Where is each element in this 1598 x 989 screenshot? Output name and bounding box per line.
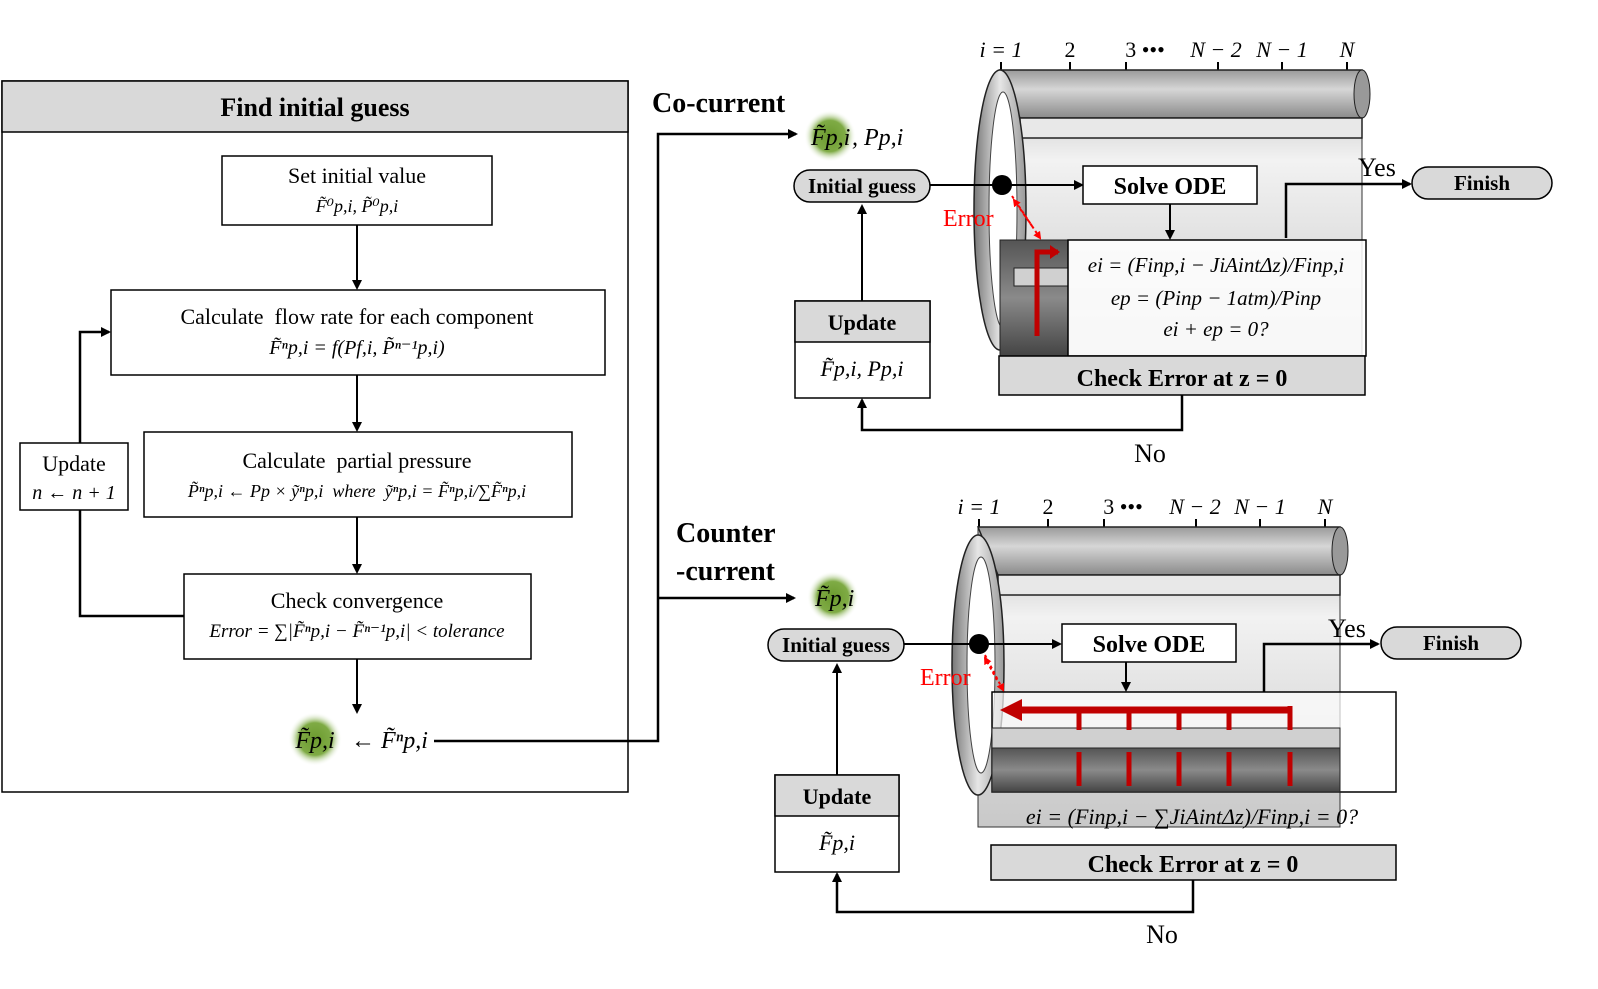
co-eq3: ei + ep = 0? <box>1163 317 1269 341</box>
counter-initial-guess-node: Initial guess <box>767 628 905 662</box>
counter-axis-label: 3 ••• <box>1103 494 1143 519</box>
find-initial-guess-panel: Find initial guess Set initial value F̃⁰… <box>1 80 629 793</box>
counter-label-2: -current <box>676 556 776 587</box>
co-current-section: Co-current i = 1 2 3 ••• N − 2 N − 1 N <box>652 37 1553 468</box>
counter-update-vars: F̃p,i <box>818 830 855 855</box>
co-current-label: Co-current <box>652 88 786 119</box>
counter-solve-ode-box: Solve ODE <box>1061 623 1237 663</box>
set-initial-value-box: Set initial value F̃⁰p,i, P̃⁰p,i <box>221 155 493 226</box>
co-axis-label: i = 1 <box>980 37 1023 62</box>
counter-axis: i = 1 2 3 ••• N − 2 N − 1 N <box>958 494 1334 533</box>
counter-check-label: Check Error at z = 0 <box>1088 852 1299 878</box>
co-yes-label: Yes <box>1358 153 1396 182</box>
counter-axis-label: N <box>1317 494 1334 519</box>
co-axis-label: 2 <box>1065 37 1076 62</box>
check-convergence-box: Check convergence Error = ∑|F̃ⁿp,i − F̃ⁿ… <box>183 573 532 660</box>
update-n-box: Update n ← n + 1 <box>19 442 129 511</box>
co-no-label: No <box>1134 439 1166 468</box>
co-initial-guess-node: Initial guess <box>793 169 931 203</box>
co-membrane-pipe <box>973 69 1371 371</box>
calc-flow-box: Calculate flow rate for each component F… <box>110 289 606 376</box>
counter-axis-label: N − 2 <box>1168 494 1221 519</box>
co-error-label: Error <box>943 206 994 232</box>
counter-guess-highlight <box>807 571 859 623</box>
result-highlight <box>288 712 342 766</box>
co-finish-label: Finish <box>1454 171 1510 195</box>
co-axis-label: N <box>1339 37 1356 62</box>
co-update-vars: F̃p,i, Pp,i <box>819 356 903 381</box>
counter-check-error-box: Check Error at z = 0 <box>990 844 1397 881</box>
result-lhs: F̃p,i <box>294 727 334 754</box>
counter-axis-label: 2 <box>1043 494 1054 519</box>
counter-axis-label: N − 1 <box>1233 494 1286 519</box>
counter-finish-label: Finish <box>1423 631 1479 655</box>
co-guess-symbol: F̃p,i <box>810 124 850 151</box>
set-initial-title: Set initial value <box>288 163 426 188</box>
co-initial-guess-label: Initial guess <box>808 174 916 198</box>
calc-flow-formula: F̃ⁿp,i = f(Pf,i, P̃ⁿ⁻¹p,i) <box>268 336 445 359</box>
update-n-title: Update <box>42 451 106 476</box>
counter-membrane-pipe <box>951 526 1397 828</box>
counter-initial-guess-label: Initial guess <box>782 633 890 657</box>
co-check-label: Check Error at z = 0 <box>1077 366 1288 392</box>
co-eq2: ep = (Pinp − 1atm)/Pinp <box>1111 286 1321 310</box>
co-guess-extra: , Pp,i <box>852 125 903 151</box>
counter-solve-label: Solve ODE <box>1093 632 1206 658</box>
co-finish-node: Finish <box>1411 166 1553 200</box>
panel-title: Find initial guess <box>220 93 409 122</box>
counter-axis-label: i = 1 <box>958 494 1001 519</box>
counter-current-section: Counter -current i = 1 2 3 ••• N − 2 N −… <box>676 494 1522 949</box>
co-eq1: ei = (Finp,i − JiAintΔz)/Finp,i <box>1088 253 1345 277</box>
update-n-formula: n ← n + 1 <box>32 482 116 504</box>
check-conv-formula: Error = ∑|F̃ⁿp,i − F̃ⁿ⁻¹p,i| < tolerance <box>208 621 504 642</box>
counter-yes-label: Yes <box>1328 614 1366 643</box>
counter-eq1: ei = (Finp,i − ∑JiAintΔz)/Finp,i = 0? <box>1026 804 1358 829</box>
counter-label-1: Counter <box>676 518 776 549</box>
co-solve-label: Solve ODE <box>1114 174 1227 200</box>
co-update-title: Update <box>828 310 897 335</box>
co-solve-ode-box: Solve ODE <box>1082 165 1258 205</box>
co-axis-label: 3 ••• <box>1125 37 1165 62</box>
calc-pressure-formula: P̃ⁿp,i ← Pp × ỹⁿp,i where ỹⁿp,i = F̃ⁿp,i… <box>187 481 526 501</box>
counter-error-label: Error <box>920 665 971 691</box>
set-initial-formula: F̃⁰p,i, P̃⁰p,i <box>315 196 398 216</box>
counter-no-label: No <box>1146 920 1178 949</box>
co-update-box: Update F̃p,i, Pp,i <box>794 300 931 399</box>
counter-update-box: Update F̃p,i <box>774 774 900 873</box>
check-conv-title: Check convergence <box>271 588 443 613</box>
calc-pressure-title: Calculate partial pressure <box>242 448 471 473</box>
calc-pressure-box: Calculate partial pressure P̃ⁿp,i ← Pp ×… <box>143 431 573 518</box>
co-junction-dot <box>992 175 1012 195</box>
counter-update-title: Update <box>803 784 872 809</box>
co-check-error-box: Check Error at z = 0 <box>998 355 1366 396</box>
co-guess-highlight <box>804 110 856 162</box>
co-axis-label: N − 1 <box>1255 37 1308 62</box>
calc-flow-title: Calculate flow rate for each component <box>180 304 533 329</box>
co-axis-label: N − 2 <box>1189 37 1242 62</box>
counter-finish-node: Finish <box>1380 626 1522 660</box>
counter-junction-dot <box>969 634 989 654</box>
counter-guess-symbol: F̃p,i <box>814 585 854 612</box>
result-rhs: ← F̃ⁿp,i <box>351 727 428 754</box>
